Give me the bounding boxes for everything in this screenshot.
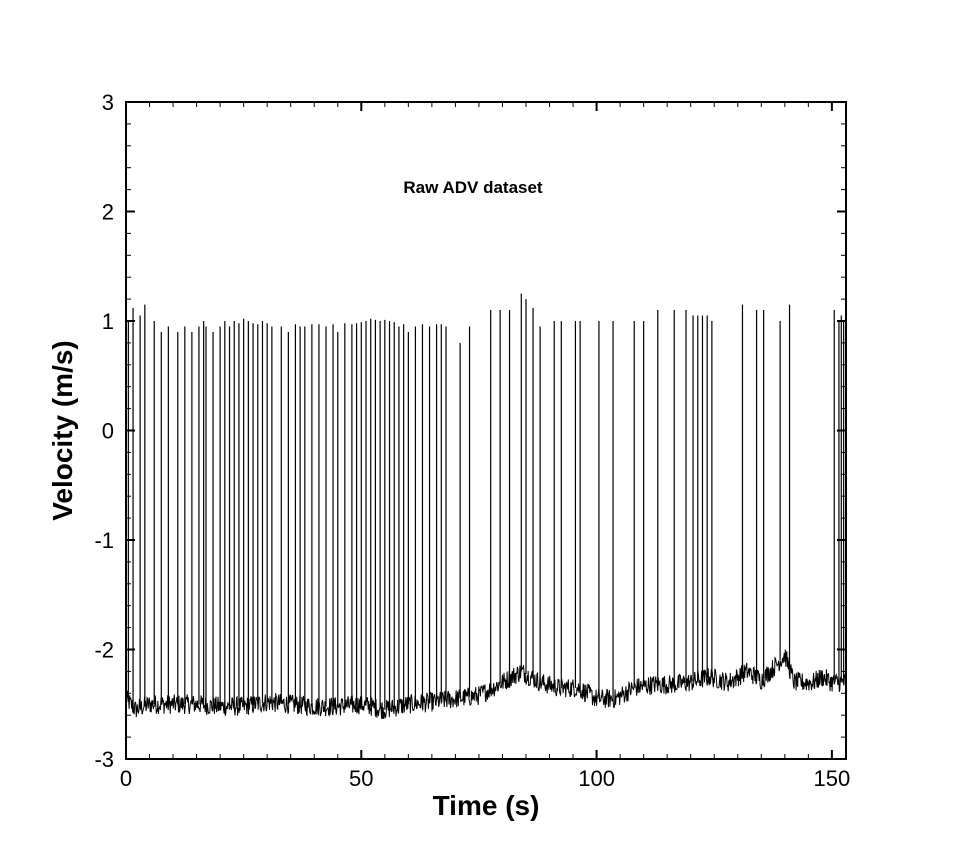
series-velocity [125,293,847,719]
y-tick-label: 1 [102,309,114,334]
chart-annotation: Raw ADV dataset [403,178,543,197]
x-tick-label: 100 [578,766,615,791]
y-axis-label: Velocity (m/s) [47,340,78,521]
y-tick-label: 0 [102,419,114,444]
axis-ticks [125,101,846,760]
y-tick-label: 3 [102,90,114,115]
y-tick-label: -1 [94,528,114,553]
x-tick-label: 0 [120,766,132,791]
x-axis-label: Time (s) [433,790,540,821]
series-baseline-trace [125,649,847,719]
y-tick-label: 2 [102,200,114,225]
x-tick-label: 150 [814,766,851,791]
x-tick-label: 50 [349,766,373,791]
axis-tick-labels: 0 50 100 150 -3 -2 -1 0 1 2 3 [94,90,850,791]
y-tick-label: -2 [94,638,114,663]
y-tick-label: -3 [94,747,114,772]
